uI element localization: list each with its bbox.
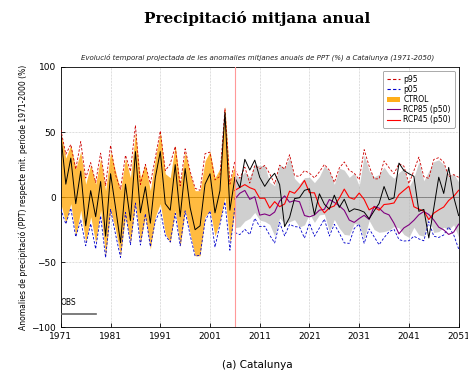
Y-axis label: Anomalies de precipitació (PPT) respecte mit. període 1971-2000 (%): Anomalies de precipitació (PPT) respecte… xyxy=(19,64,29,330)
Text: OBS: OBS xyxy=(61,298,76,307)
Legend: p95, p05, CTROL, RCP85 (p50), RCP45 (p50): p95, p05, CTROL, RCP85 (p50), RCP45 (p50… xyxy=(383,71,455,128)
Text: Evolució temporal projectada de les anomalies mitjanes anuals de PPT (%) a Catal: Evolució temporal projectada de les anom… xyxy=(81,54,434,61)
Text: (a) Catalunya: (a) Catalunya xyxy=(222,360,292,370)
Text: Precipitació mitjana anual: Precipitació mitjana anual xyxy=(144,11,371,26)
